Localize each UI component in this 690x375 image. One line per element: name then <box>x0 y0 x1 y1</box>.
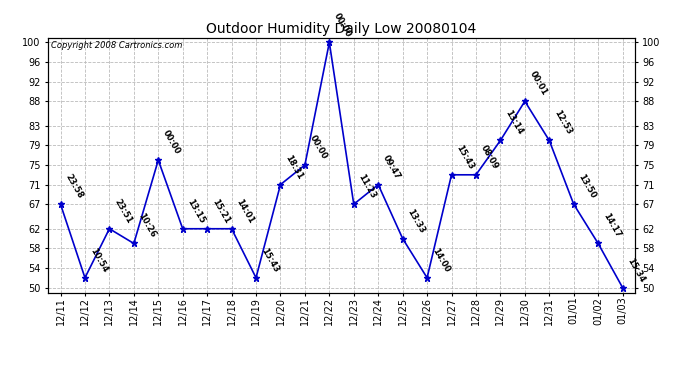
Text: 23:58: 23:58 <box>63 173 85 200</box>
Text: 10:54: 10:54 <box>88 246 109 274</box>
Text: 15:21: 15:21 <box>210 197 231 225</box>
Text: 13:33: 13:33 <box>406 207 426 235</box>
Text: 00:00: 00:00 <box>308 134 329 161</box>
Text: Copyright 2008 Cartronics.com: Copyright 2008 Cartronics.com <box>51 41 183 50</box>
Text: 00:00: 00:00 <box>333 11 353 39</box>
Text: 15:34: 15:34 <box>626 256 647 284</box>
Text: 13:14: 13:14 <box>503 109 524 136</box>
Text: 15:43: 15:43 <box>455 143 475 171</box>
Text: 09:47: 09:47 <box>381 153 402 181</box>
Text: 12:53: 12:53 <box>552 109 573 136</box>
Text: 08:09: 08:09 <box>479 144 500 171</box>
Text: 00:01: 00:01 <box>528 70 549 98</box>
Text: 18:31: 18:31 <box>284 153 304 181</box>
Text: 00:00: 00:00 <box>161 129 182 156</box>
Text: 10:26: 10:26 <box>137 212 158 240</box>
Text: 15:43: 15:43 <box>259 246 280 274</box>
Text: 23:51: 23:51 <box>112 197 133 225</box>
Text: 14:17: 14:17 <box>601 212 622 240</box>
Title: Outdoor Humidity Daily Low 20080104: Outdoor Humidity Daily Low 20080104 <box>206 22 477 36</box>
Text: 14:01: 14:01 <box>235 197 256 225</box>
Text: 14:00: 14:00 <box>430 246 451 274</box>
Text: 13:15: 13:15 <box>186 197 207 225</box>
Text: 13:50: 13:50 <box>577 173 598 200</box>
Text: 11:23: 11:23 <box>357 172 378 200</box>
